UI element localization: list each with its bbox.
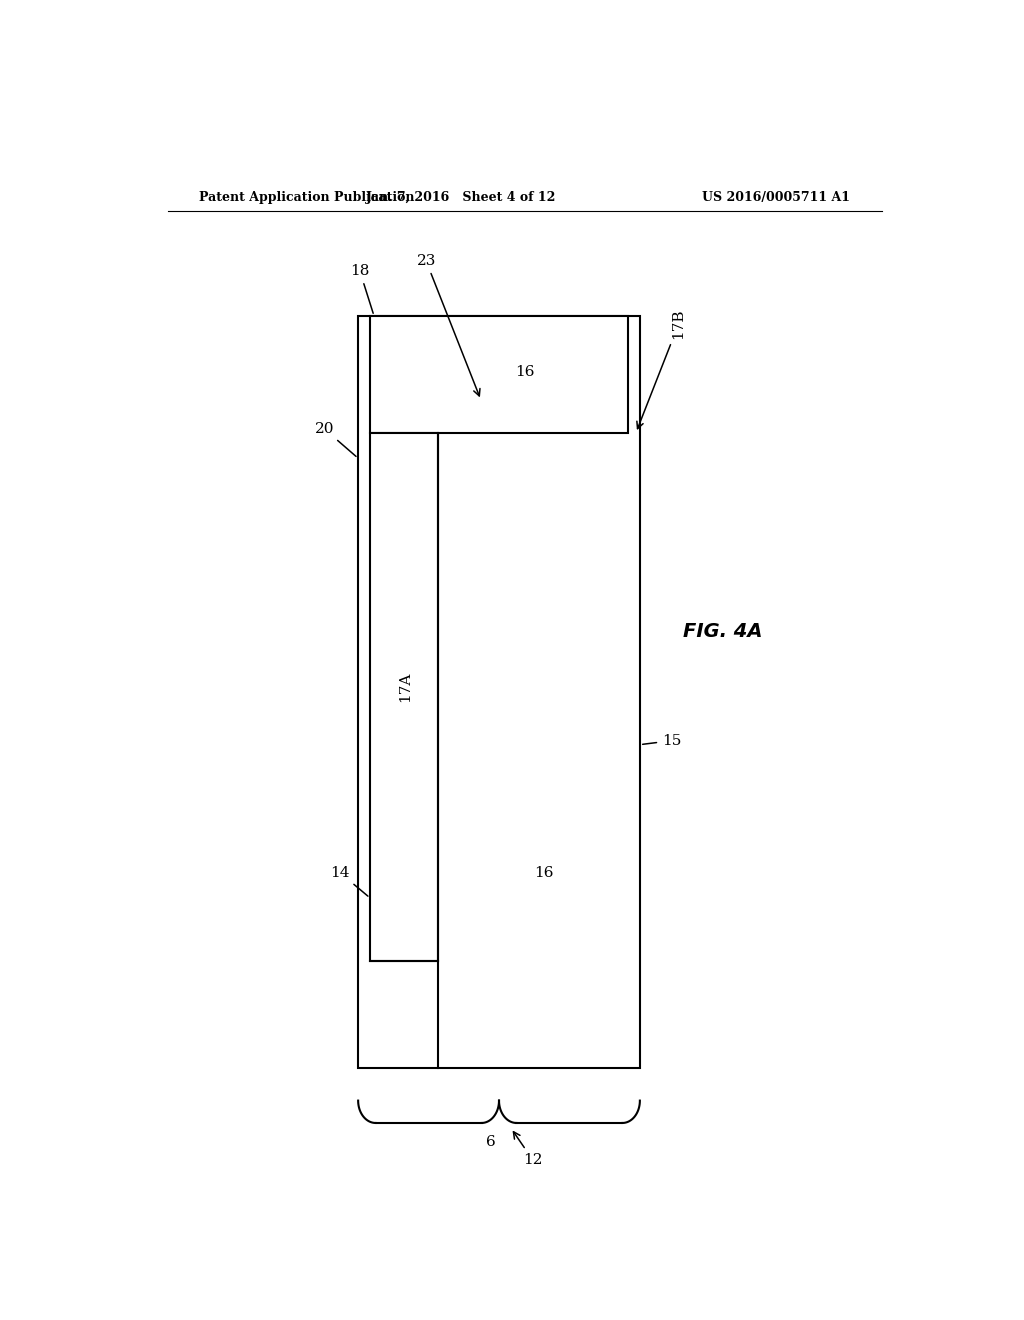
- Text: 12: 12: [513, 1131, 543, 1167]
- Text: 23: 23: [417, 255, 480, 396]
- Text: 6: 6: [486, 1135, 496, 1150]
- Text: 16: 16: [515, 366, 535, 379]
- Text: 18: 18: [350, 264, 373, 313]
- Text: US 2016/0005711 A1: US 2016/0005711 A1: [702, 190, 850, 203]
- Bar: [370, 433, 437, 961]
- Text: 20: 20: [314, 422, 356, 457]
- Bar: [370, 315, 628, 433]
- Text: 17B: 17B: [637, 309, 686, 429]
- Text: Patent Application Publication: Patent Application Publication: [200, 190, 415, 203]
- Text: 17A: 17A: [398, 672, 412, 702]
- Text: Jan. 7, 2016   Sheet 4 of 12: Jan. 7, 2016 Sheet 4 of 12: [367, 190, 556, 203]
- Text: 15: 15: [643, 734, 681, 747]
- Text: 16: 16: [535, 866, 554, 879]
- Text: FIG. 4A: FIG. 4A: [683, 622, 763, 640]
- Bar: [358, 315, 640, 1068]
- Text: 14: 14: [331, 866, 368, 896]
